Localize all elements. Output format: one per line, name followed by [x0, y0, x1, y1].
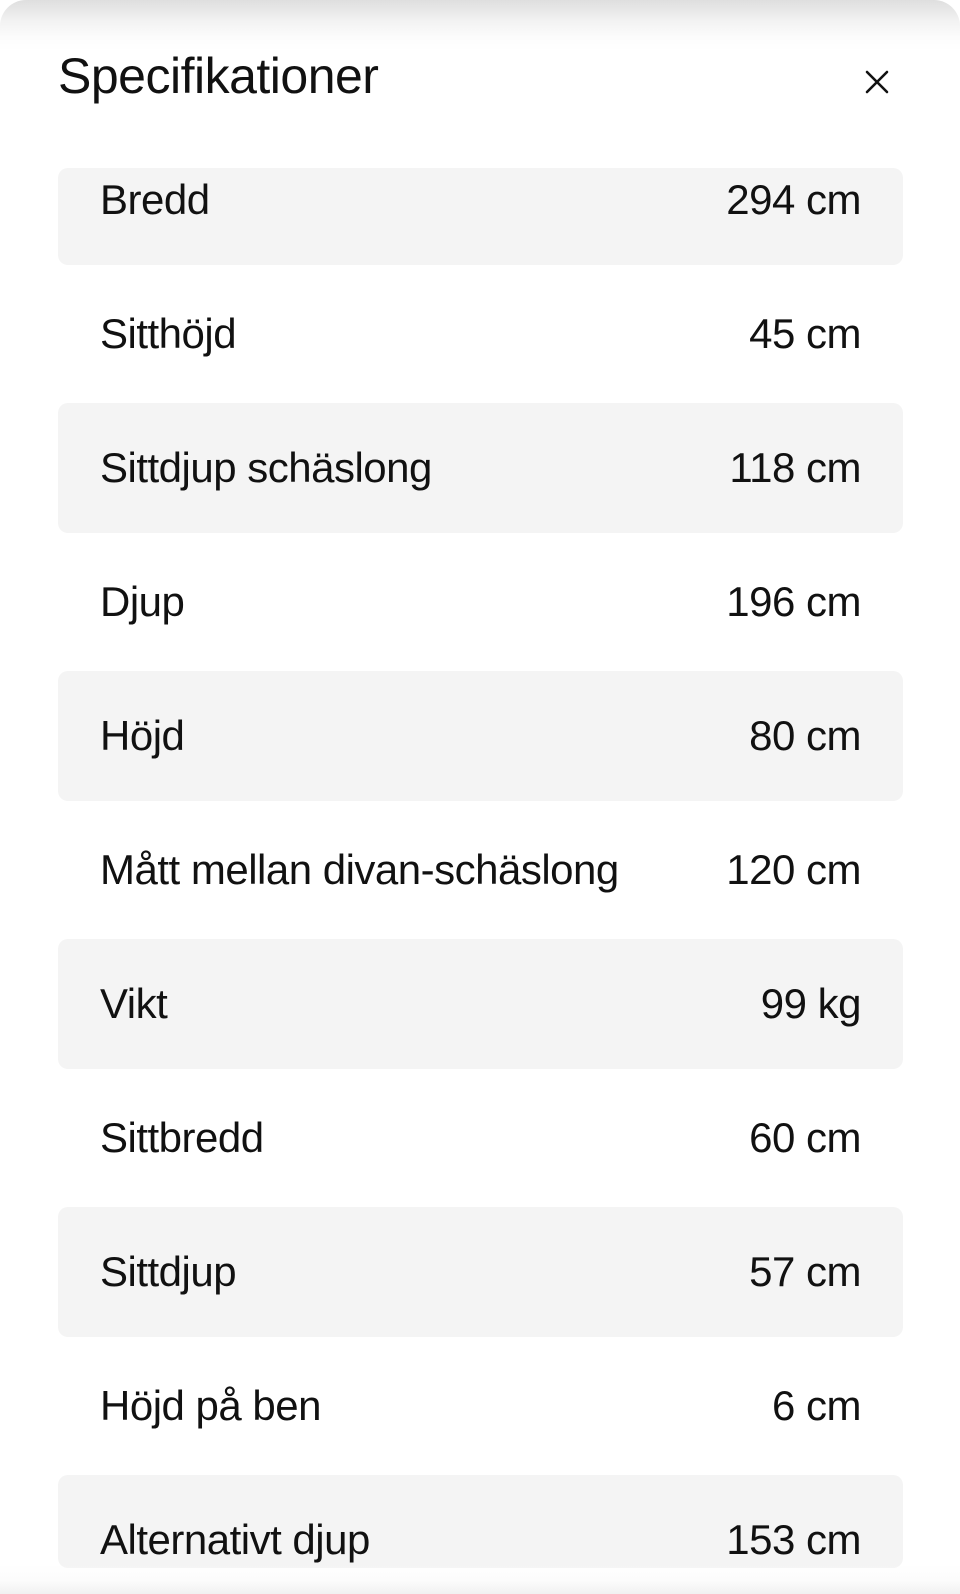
spec-label: Sittbredd [100, 1113, 264, 1161]
spec-value: 294 cm [726, 175, 861, 223]
spec-value: 120 cm [726, 845, 861, 893]
spec-row: Vikt 99 kg [58, 939, 903, 1069]
spec-label: Vikt [100, 979, 168, 1027]
spec-label: Sitthöjd [100, 309, 237, 357]
spec-value: 60 cm [749, 1113, 861, 1161]
spec-label: Djup [100, 577, 185, 625]
spec-label: Bredd [100, 175, 210, 223]
spec-label: Sittdjup [100, 1247, 237, 1295]
spec-label: Mått mellan divan-schäslong [100, 845, 619, 893]
bottom-fade [0, 1564, 960, 1594]
modal-header: Specifikationer [58, 46, 920, 106]
spec-value: 6 cm [771, 1381, 862, 1429]
spec-list: Bredd 294 cm Sitthöjd 45 cm Sittdjup sch… [58, 168, 903, 1568]
spec-label: Sittdjup schäslong [100, 443, 432, 491]
spec-value: 99 kg [760, 979, 862, 1027]
spec-label: Höjd på ben [100, 1381, 322, 1429]
spec-label: Höjd [100, 711, 185, 759]
spec-row: Höjd på ben 6 cm [58, 1341, 903, 1471]
spec-row: Höjd 80 cm [58, 671, 903, 801]
spec-value: 80 cm [749, 711, 861, 759]
spec-label: Alternativt djup [100, 1515, 370, 1563]
spec-value: 153 cm [726, 1515, 861, 1563]
spec-row: Alternativt djup 153 cm [58, 1475, 903, 1568]
top-shadow [0, 0, 960, 52]
spec-row: Sittdjup 57 cm [58, 1207, 903, 1337]
spec-value: 57 cm [749, 1247, 861, 1295]
close-icon [860, 65, 894, 99]
spec-value: 45 cm [749, 309, 861, 357]
spec-value: 118 cm [729, 443, 861, 491]
spec-row: Mått mellan divan-schäslong 120 cm [58, 805, 903, 935]
spec-row: Bredd 294 cm [58, 168, 903, 265]
spec-row: Djup 196 cm [58, 537, 903, 667]
page-title: Specifikationer [58, 48, 379, 104]
spec-row: Sitthöjd 45 cm [58, 269, 903, 399]
spec-row: Sittbredd 60 cm [58, 1073, 903, 1203]
spec-row: Sittdjup schäslong 118 cm [58, 403, 903, 533]
spec-list-viewport: Bredd 294 cm Sitthöjd 45 cm Sittdjup sch… [58, 168, 903, 1568]
spec-value: 196 cm [726, 577, 861, 625]
close-button[interactable] [851, 56, 903, 108]
